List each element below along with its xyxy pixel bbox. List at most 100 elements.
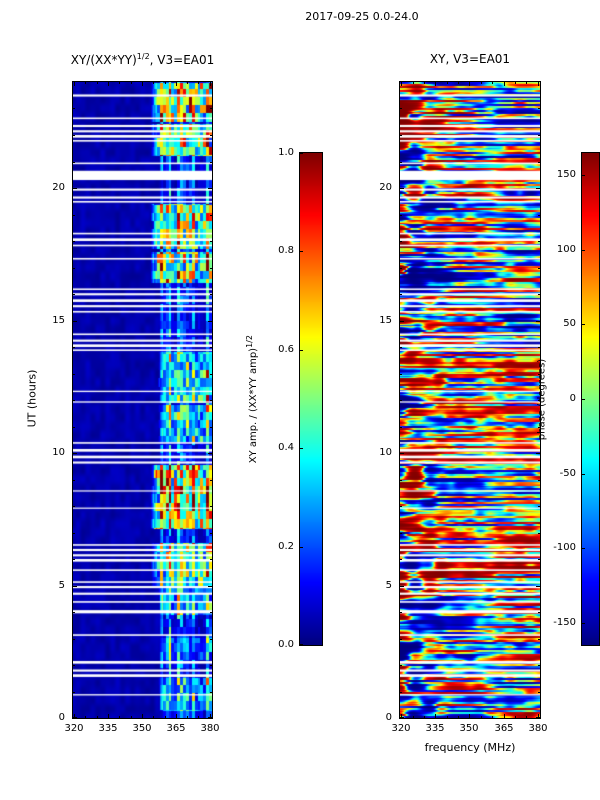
x-minor-tick-mark [97,716,98,718]
right-colorbar-tick-label: 150 [556,169,576,180]
y-minor-tick-mark [73,506,75,507]
y-tick-mark [73,586,77,587]
right-colorbar-tick-mark [582,175,585,176]
left-colorbar-tick-label: 0.4 [278,442,294,453]
y-minor-tick-mark [538,294,540,295]
y-minor-tick-mark [210,506,212,507]
y-tick-mark [400,717,404,718]
y-tick-mark [400,453,404,454]
x-minor-tick-mark [198,82,199,84]
y-tick-label: 0 [385,712,392,723]
y-tick-label: 10 [379,447,392,458]
y-minor-tick-mark [210,639,212,640]
y-tick-label: 20 [52,182,65,193]
y-minor-tick-mark [210,162,212,163]
right-colorbar-tick-label: -150 [553,617,576,628]
y-minor-tick-mark [538,400,540,401]
x-minor-tick-mark [153,82,154,84]
right-panel-title: XY, V3=EA01 [429,52,511,66]
y-minor-tick-mark [400,639,402,640]
x-tick-label: 365 [494,723,514,734]
x-minor-tick-mark [492,716,493,718]
y-minor-tick-mark [538,347,540,348]
y-tick-mark [536,717,540,718]
y-minor-tick-mark [538,559,540,560]
y-minor-tick-mark [538,506,540,507]
y-tick-mark [536,453,540,454]
x-minor-tick-mark [481,716,482,718]
y-minor-tick-mark [400,374,402,375]
x-tick-mark [176,714,177,718]
x-minor-tick-mark [131,716,132,718]
left-colorbar-tick-mark [300,448,303,449]
y-tick-label: 5 [58,580,65,591]
left-panel-title-prefix: XY/(XX*YY) [70,53,137,67]
left-colorbar-label-text: XY amp. / (XX*YY amp) [248,347,260,464]
left-colorbar-tick-mark [300,547,303,548]
x-tick-mark [210,714,211,718]
x-tick-mark [504,714,505,718]
y-minor-tick-mark [538,241,540,242]
y-minor-tick-mark [400,692,402,693]
right-colorbar-tick-label: 50 [563,318,576,329]
left-colorbar-tick-mark [300,350,303,351]
y-minor-tick-mark [400,294,402,295]
y-minor-tick-mark [73,374,75,375]
y-tick-mark [400,188,404,189]
right-colorbar-tick-label: 100 [556,244,576,255]
x-minor-tick-mark [424,716,425,718]
y-minor-tick-mark [210,559,212,560]
left-colorbar-tick-label: 0.6 [278,344,294,355]
y-minor-tick-mark [538,215,540,216]
figure-title: 2017-09-25 0.0-24.0 [305,10,419,23]
y-minor-tick-mark [538,612,540,613]
x-minor-tick-mark [413,716,414,718]
x-minor-tick-mark [492,82,493,84]
y-minor-tick-mark [400,612,402,613]
x-minor-tick-mark [481,82,482,84]
y-minor-tick-mark [210,427,212,428]
y-minor-tick-mark [73,294,75,295]
y-tick-mark [73,453,77,454]
y-tick-mark [536,188,540,189]
y-minor-tick-mark [400,162,402,163]
left-colorbar-label: XY amp. / (XX*YY amp)1/2 [245,289,259,509]
x-tick-mark [504,82,505,86]
y-minor-tick-mark [73,162,75,163]
x-tick-mark [435,82,436,86]
x-minor-tick-mark [119,716,120,718]
y-tick-mark [536,586,540,587]
y-tick-mark [73,717,77,718]
y-tick-mark [400,321,404,322]
x-minor-tick-mark [119,82,120,84]
y-minor-tick-mark [210,480,212,481]
y-minor-tick-mark [210,400,212,401]
y-minor-tick-mark [538,427,540,428]
x-tick-mark [210,82,211,86]
left-colorbar-tick-mark [300,251,303,252]
y-minor-tick-mark [400,347,402,348]
x-minor-tick-mark [85,82,86,84]
y-minor-tick-mark [210,533,212,534]
right-colorbar-tick-mark [582,623,585,624]
x-tick-label: 320 [64,723,84,734]
left-panel-title-suffix: , V3=EA01 [149,53,215,67]
x-tick-mark [435,714,436,718]
x-tick-mark [401,714,402,718]
x-tick-mark [538,82,539,86]
y-tick-label: 10 [52,447,65,458]
left-spectrogram-canvas [73,82,212,718]
x-minor-tick-mark [153,716,154,718]
y-minor-tick-mark [538,268,540,269]
x-tick-label: 335 [425,723,445,734]
y-tick-label: 5 [385,580,392,591]
x-tick-mark [108,714,109,718]
left-colorbar-tick-mark [300,153,303,154]
y-minor-tick-mark [73,692,75,693]
y-tick-label: 20 [379,182,392,193]
right-colorbar-tick-mark [582,324,585,325]
x-axis-label: frequency (MHz) [424,741,516,754]
y-minor-tick-mark [210,215,212,216]
y-minor-tick-mark [538,692,540,693]
